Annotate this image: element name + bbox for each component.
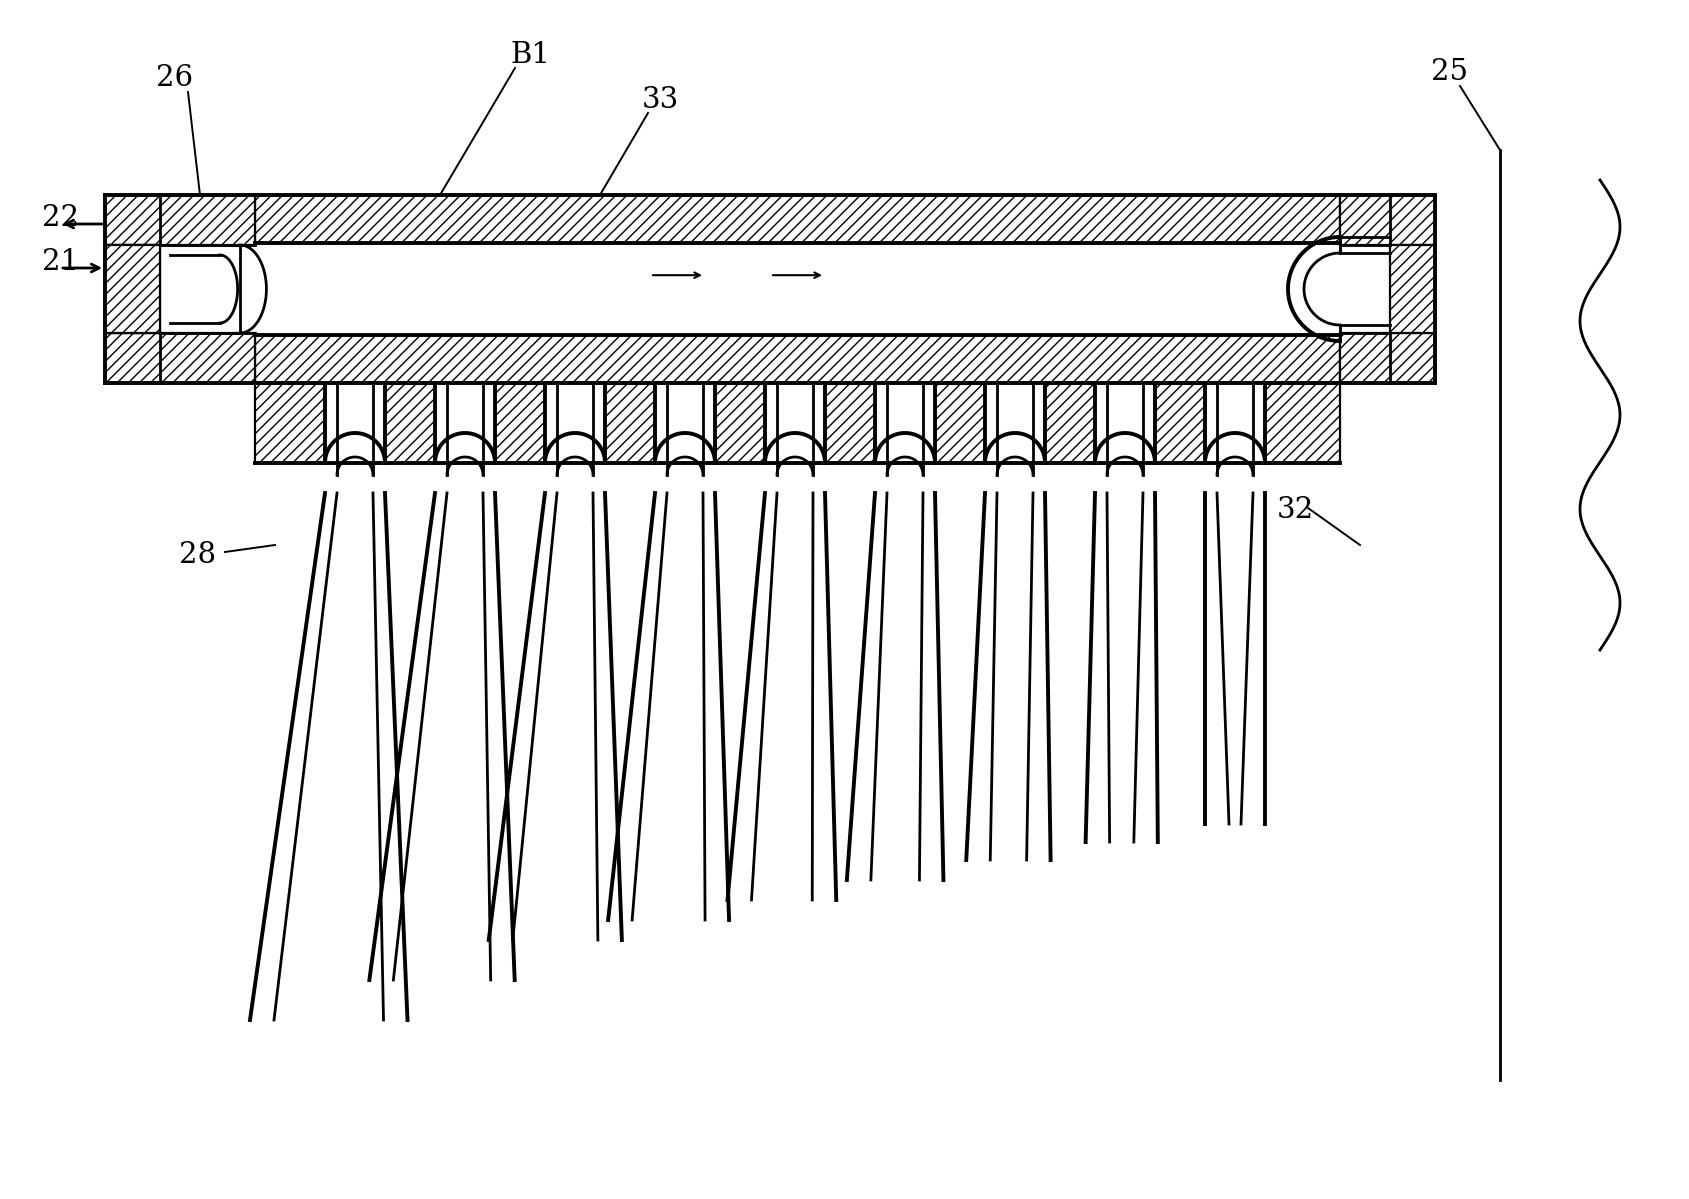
Bar — [1094, 382, 1155, 463]
Bar — [436, 382, 495, 463]
Bar — [765, 382, 824, 463]
Text: 25: 25 — [1432, 58, 1468, 86]
Bar — [105, 245, 160, 333]
Bar — [546, 382, 605, 463]
Bar — [1390, 245, 1436, 333]
Bar — [255, 382, 1339, 463]
Bar — [105, 245, 160, 333]
Bar — [255, 195, 1339, 243]
Bar — [105, 333, 255, 382]
Bar — [985, 382, 1045, 463]
Bar — [1204, 382, 1265, 463]
Text: 26: 26 — [157, 64, 194, 92]
Bar — [1339, 195, 1436, 245]
Text: 32: 32 — [1277, 496, 1314, 524]
Text: B1: B1 — [510, 41, 551, 70]
Bar — [324, 382, 385, 463]
Bar — [655, 382, 714, 463]
Text: 21: 21 — [42, 248, 78, 276]
Text: 33: 33 — [642, 86, 679, 114]
Bar — [1339, 333, 1436, 382]
Text: 22: 22 — [42, 204, 78, 231]
Bar — [255, 243, 1339, 335]
Bar — [875, 382, 936, 463]
Text: 28: 28 — [179, 541, 216, 570]
Bar — [105, 195, 255, 245]
Bar — [255, 335, 1339, 382]
